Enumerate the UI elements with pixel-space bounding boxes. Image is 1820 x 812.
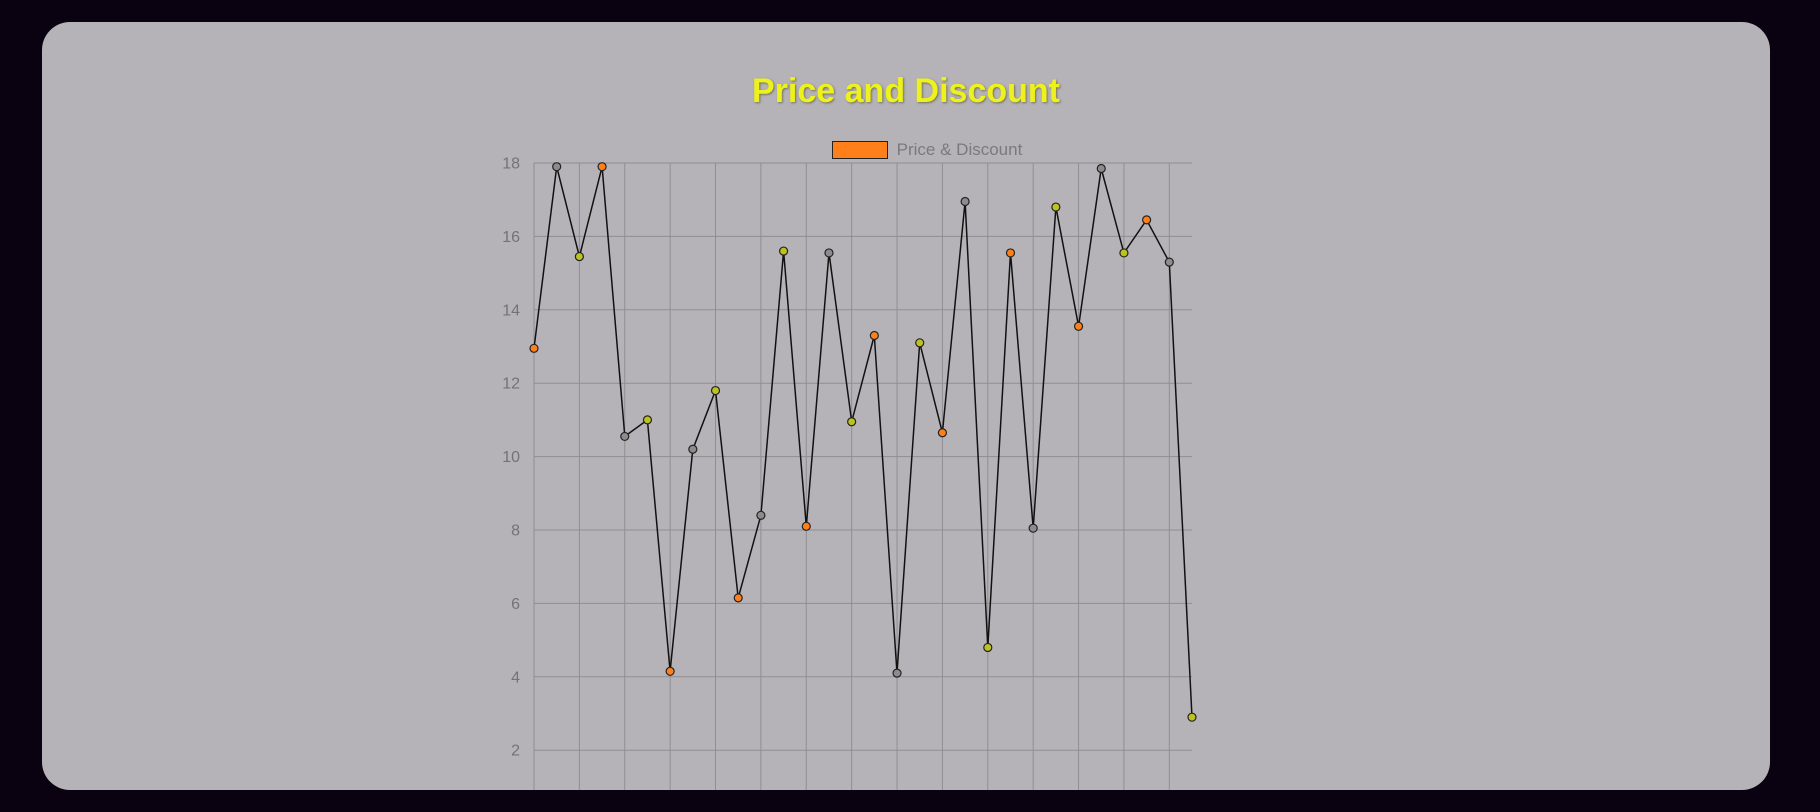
y-tick-label: 10	[502, 449, 520, 466]
y-tick-label: 16	[502, 229, 520, 246]
data-point[interactable]	[552, 162, 562, 172]
data-point[interactable]	[665, 666, 675, 676]
legend-swatch	[831, 141, 888, 159]
data-point[interactable]	[824, 248, 834, 258]
y-tick-label: 4	[511, 669, 520, 686]
data-point[interactable]	[733, 593, 743, 603]
data-point[interactable]	[1096, 163, 1106, 174]
data-point[interactable]	[597, 162, 607, 172]
chart-legend[interactable]: Price & Discount	[42, 140, 1770, 160]
line-chart: 2 4 6 8 10 12 14 16 18	[502, 156, 1197, 790]
series-polyline	[533, 166, 1193, 718]
y-tick-label: 6	[511, 596, 520, 613]
data-point[interactable]	[1005, 248, 1016, 258]
data-point[interactable]	[642, 415, 653, 425]
y-tick-label: 8	[511, 523, 520, 540]
y-tick-label: 12	[502, 376, 520, 393]
grid-lines	[533, 162, 1192, 790]
data-point[interactable]	[756, 510, 766, 520]
y-axis-ticks: 2 4 6 8 10 12 14 16 18	[502, 156, 520, 760]
data-point[interactable]	[983, 642, 993, 653]
data-point[interactable]	[869, 330, 879, 341]
data-point[interactable]	[1164, 257, 1174, 267]
data-point[interactable]	[710, 385, 721, 396]
data-point[interactable]	[688, 444, 698, 454]
chart-title: Price and Discount	[752, 72, 1060, 110]
data-point[interactable]	[1119, 248, 1129, 258]
data-point[interactable]	[1142, 215, 1152, 225]
data-point[interactable]	[574, 251, 584, 262]
data-point[interactable]	[847, 417, 857, 427]
data-point[interactable]	[937, 428, 948, 438]
data-point[interactable]	[915, 338, 925, 348]
data-point[interactable]	[1051, 202, 1061, 212]
data-point[interactable]	[1028, 523, 1038, 533]
data-point[interactable]	[1073, 321, 1084, 331]
y-tick-label: 18	[502, 156, 520, 173]
y-tick-label: 14	[502, 302, 520, 319]
data-point[interactable]	[529, 343, 539, 353]
data-point[interactable]	[892, 668, 902, 678]
data-point[interactable]	[960, 196, 970, 207]
legend-label: Price & Discount	[896, 140, 1023, 159]
data-point[interactable]	[620, 431, 630, 442]
series-line	[533, 166, 1193, 718]
data-point[interactable]	[778, 246, 789, 256]
data-point[interactable]	[1187, 712, 1197, 722]
data-point[interactable]	[801, 521, 811, 531]
y-tick-label: 2	[511, 743, 520, 760]
series-points	[529, 162, 1197, 722]
chart-card: Price and Discount Price & Discount 2 4 6 8…	[42, 22, 1770, 790]
